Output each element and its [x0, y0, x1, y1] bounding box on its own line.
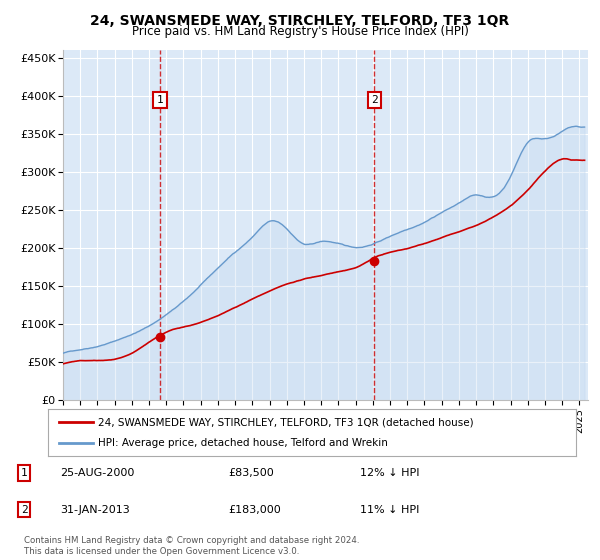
Text: 11% ↓ HPI: 11% ↓ HPI: [360, 505, 419, 515]
Text: £183,000: £183,000: [228, 505, 281, 515]
Text: 12% ↓ HPI: 12% ↓ HPI: [360, 468, 419, 478]
Text: 24, SWANSMEDE WAY, STIRCHLEY, TELFORD, TF3 1QR: 24, SWANSMEDE WAY, STIRCHLEY, TELFORD, T…: [91, 14, 509, 28]
Text: 1: 1: [157, 95, 164, 105]
Text: 1: 1: [20, 468, 28, 478]
Text: 2: 2: [20, 505, 28, 515]
Text: HPI: Average price, detached house, Telford and Wrekin: HPI: Average price, detached house, Telf…: [98, 438, 388, 448]
Text: 2: 2: [371, 95, 377, 105]
Text: Price paid vs. HM Land Registry's House Price Index (HPI): Price paid vs. HM Land Registry's House …: [131, 25, 469, 38]
Text: 24, SWANSMEDE WAY, STIRCHLEY, TELFORD, TF3 1QR (detached house): 24, SWANSMEDE WAY, STIRCHLEY, TELFORD, T…: [98, 417, 474, 427]
Text: Contains HM Land Registry data © Crown copyright and database right 2024.
This d: Contains HM Land Registry data © Crown c…: [24, 536, 359, 556]
Text: £83,500: £83,500: [228, 468, 274, 478]
Text: 31-JAN-2013: 31-JAN-2013: [60, 505, 130, 515]
Text: 25-AUG-2000: 25-AUG-2000: [60, 468, 134, 478]
